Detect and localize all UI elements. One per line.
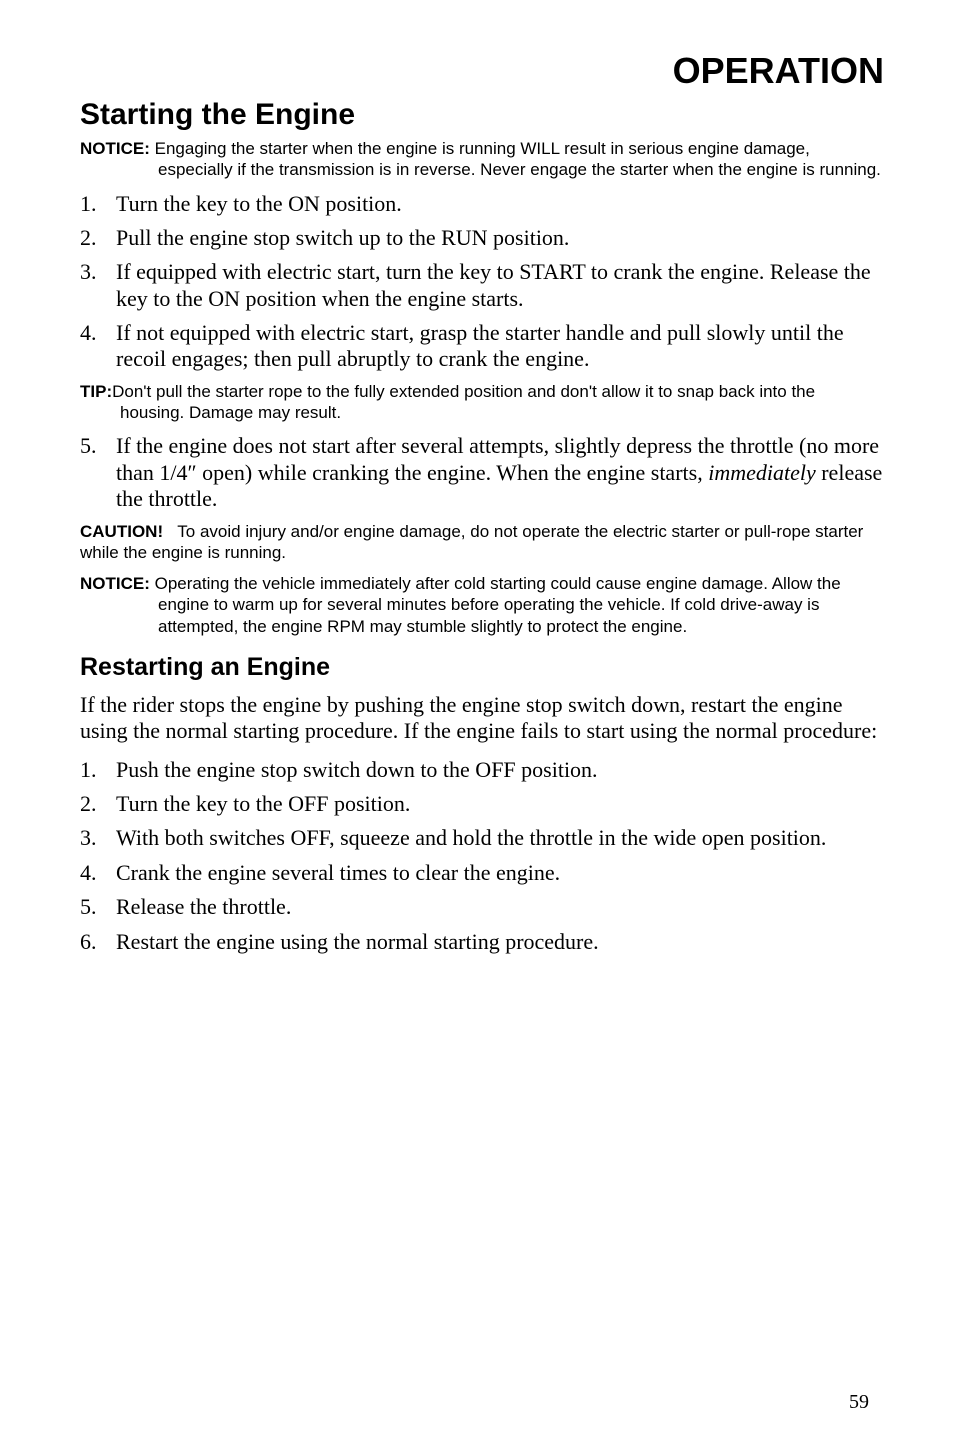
list-item: Turn the key to the ON position.	[80, 191, 884, 217]
tip-label: TIP:	[80, 382, 112, 401]
procedure-list-2: Push the engine stop switch down to the …	[80, 757, 884, 955]
caution-1: CAUTION! To avoid injury and/or engine d…	[80, 521, 884, 564]
body-paragraph: If the rider stops the engine by pushing…	[80, 692, 884, 745]
notice-label: NOTICE:	[80, 574, 150, 593]
list-item: Restart the engine using the normal star…	[80, 929, 884, 955]
list-item: Crank the engine several times to clear …	[80, 860, 884, 886]
subsection-title: Restarting an Engine	[80, 653, 884, 682]
notice-label: NOTICE:	[80, 139, 150, 158]
tip-text: Don't pull the starter rope to the fully…	[112, 382, 815, 422]
page-number: 59	[849, 1391, 869, 1414]
notice-1: NOTICE: Engaging the starter when the en…	[80, 138, 884, 181]
list-item: Release the throttle.	[80, 894, 884, 920]
caution-label: CAUTION!	[80, 522, 163, 541]
list-item: Turn the key to the OFF position.	[80, 791, 884, 817]
notice-2: NOTICE: Operating the vehicle immediatel…	[80, 573, 884, 637]
list-item: With both switches OFF, squeeze and hold…	[80, 825, 884, 851]
notice-text: Engaging the starter when the engine is …	[155, 139, 881, 179]
page-header: OPERATION	[80, 50, 884, 92]
tip-1: TIP:Don't pull the starter rope to the f…	[80, 381, 884, 424]
list-item: If not equipped with electric start, gra…	[80, 320, 884, 373]
procedure-list-1b: If the engine does not start after sever…	[80, 433, 884, 512]
section-title: Starting the Engine	[80, 98, 884, 132]
caution-text: To avoid injury and/or engine damage, do…	[80, 522, 863, 562]
notice-text: Operating the vehicle immediately after …	[155, 574, 841, 636]
list-item-text-italic: immediately	[708, 460, 816, 485]
list-item: Push the engine stop switch down to the …	[80, 757, 884, 783]
list-item: If the engine does not start after sever…	[80, 433, 884, 512]
list-item: Pull the engine stop switch up to the RU…	[80, 225, 884, 251]
list-item: If equipped with electric start, turn th…	[80, 259, 884, 312]
procedure-list-1: Turn the key to the ON position. Pull th…	[80, 191, 884, 373]
